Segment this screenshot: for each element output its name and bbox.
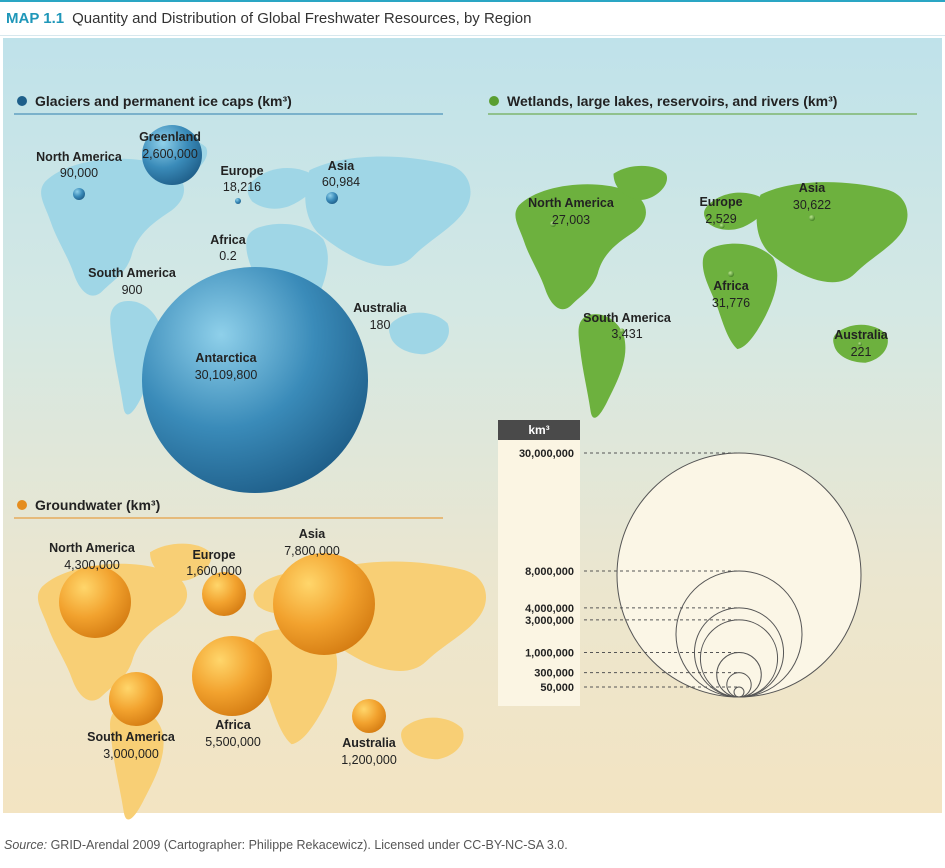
- legend-label-0: 30,000,000: [519, 448, 574, 460]
- glacier-value-greenland: 2,600,000: [142, 147, 198, 161]
- ground-bubble-north-america: [59, 566, 131, 638]
- source-prefix: Source:: [4, 838, 48, 852]
- legend-label-6: 50,000: [540, 682, 574, 694]
- glacier-value-asia: 60,984: [322, 175, 360, 189]
- wetland-label-europe: Europe: [699, 195, 742, 209]
- glacier-label-greenland: Greenland: [139, 130, 201, 144]
- ground-bubble-australia: [352, 699, 386, 733]
- glacier-label-antarctica: Antarctica: [195, 351, 257, 365]
- glacier-label-asia: Asia: [328, 159, 355, 173]
- groundwater-bubbles: [59, 553, 386, 733]
- legend-label-2: 4,000,000: [525, 603, 574, 615]
- glaciers-bullet-icon: [17, 96, 27, 106]
- wetland-value-north-america: 27,003: [552, 213, 590, 227]
- glacier-value-antarctica: 30,109,800: [195, 368, 258, 382]
- legend-leader-lines: [584, 452, 739, 688]
- wetland-label-africa: Africa: [713, 279, 749, 293]
- glacier-value-north-america: 90,000: [60, 166, 98, 180]
- glacier-label-australia: Australia: [353, 301, 408, 315]
- glacier-value-australia: 180: [370, 318, 391, 332]
- wetland-dot-asia: [809, 215, 815, 221]
- ground-value-australia: 1,200,000: [341, 753, 397, 767]
- wetlands-dots: [550, 215, 862, 346]
- wetlands-section-title: Wetlands, large lakes, reservoirs, and r…: [507, 93, 837, 109]
- ground-value-south-america: 3,000,000: [103, 747, 159, 761]
- ground-value-asia: 7,800,000: [284, 544, 340, 558]
- glaciers-section-header: Glaciers and permanent ice caps (km³): [14, 93, 443, 115]
- wetland-label-asia: Asia: [799, 181, 826, 195]
- ground-bubble-europe: [202, 572, 246, 616]
- legend-unit-header: [498, 420, 580, 440]
- ground-value-africa: 5,500,000: [205, 735, 261, 749]
- wetland-value-asia: 30,622: [793, 198, 831, 212]
- ground-bubble-south-america: [109, 672, 163, 726]
- legend-label-4: 1,000,000: [525, 647, 574, 659]
- ground-label-asia: Asia: [299, 527, 326, 541]
- legend-label-3: 3,000,000: [525, 615, 574, 627]
- source-note: Source: GRID-Arendal 2009 (Cartographer:…: [4, 838, 568, 852]
- glaciers-labels: Greenland 2,600,000 North America 90,000…: [36, 130, 408, 382]
- wetland-value-south-america: 3,431: [611, 327, 642, 341]
- ground-bubble-africa: [192, 636, 272, 716]
- glacier-bubble-europe: [235, 198, 241, 204]
- glacier-label-europe: Europe: [220, 164, 263, 178]
- legend-scale-bar: [498, 440, 580, 706]
- glacier-label-africa: Africa: [210, 233, 246, 247]
- wetlands-labels: North America 27,003 Europe 2,529 Asia 3…: [528, 181, 889, 359]
- groundwater-section-title: Groundwater (km³): [35, 497, 160, 513]
- ground-value-north-america: 4,300,000: [64, 558, 120, 572]
- glacier-value-africa: 0.2: [219, 249, 236, 263]
- glacier-bubble-north-america: [73, 188, 85, 200]
- wetland-dot-africa: [728, 271, 734, 277]
- ground-label-africa: Africa: [215, 718, 251, 732]
- wetland-label-australia: Australia: [834, 328, 889, 342]
- wetland-dot-north-america: [550, 221, 556, 227]
- glacier-bubble-greenland: [142, 125, 202, 185]
- glacier-bubble-antarctica: [142, 267, 368, 493]
- ground-label-australia: Australia: [342, 736, 397, 750]
- glacier-label-north-america: North America: [36, 150, 123, 164]
- legend-label-5: 300,000: [534, 668, 574, 680]
- wetland-value-africa: 31,776: [712, 296, 750, 310]
- ground-bubble-asia: [273, 553, 375, 655]
- legend-circle-0: [616, 452, 862, 698]
- glacier-value-south-america: 900: [122, 283, 143, 297]
- wetland-label-north-america: North America: [528, 196, 615, 210]
- wetland-dot-south-america: [619, 328, 625, 334]
- wetland-dot-australia: [858, 342, 862, 346]
- legend-circles: [616, 452, 862, 698]
- glacier-bubble-asia: [326, 192, 338, 204]
- groundwater-labels: North America 4,300,000 Europe 1,600,000…: [49, 527, 397, 767]
- map-title: Quantity and Distribution of Global Fres…: [72, 10, 532, 27]
- ground-label-north-america: North America: [49, 541, 136, 555]
- wetlands-section-header: Wetlands, large lakes, reservoirs, and r…: [488, 93, 917, 115]
- ground-label-south-america: South America: [87, 730, 176, 744]
- legend-circle-6: [733, 686, 745, 698]
- wetland-value-australia: 221: [851, 345, 872, 359]
- glacier-label-south-america: South America: [88, 266, 177, 280]
- wetland-label-south-america: South America: [583, 311, 672, 325]
- size-legend: km³ 30,000,000 8,000,000 4,000,0003,000,00…: [498, 420, 862, 706]
- groundwater-bullet-icon: [17, 500, 27, 510]
- groundwater-section-header: Groundwater (km³): [14, 497, 443, 519]
- ground-label-europe: Europe: [192, 548, 235, 562]
- glacier-value-europe: 18,216: [223, 180, 261, 194]
- wetlands-bullet-icon: [489, 96, 499, 106]
- map-header: MAP 1.1 Quantity and Distribution of Glo…: [0, 0, 945, 36]
- ground-value-europe: 1,600,000: [186, 564, 242, 578]
- wetland-dot-europe: [719, 223, 725, 229]
- legend-label-1: 8,000,000: [525, 566, 574, 578]
- glaciers-section-title: Glaciers and permanent ice caps (km³): [35, 93, 292, 109]
- wetland-value-europe: 2,529: [705, 212, 736, 226]
- legend-unit-label: km³: [528, 423, 549, 437]
- source-text: GRID-Arendal 2009 (Cartographer: Philipp…: [47, 838, 568, 852]
- glaciers-bubbles: [73, 125, 368, 493]
- map-number: MAP 1.1: [6, 10, 65, 27]
